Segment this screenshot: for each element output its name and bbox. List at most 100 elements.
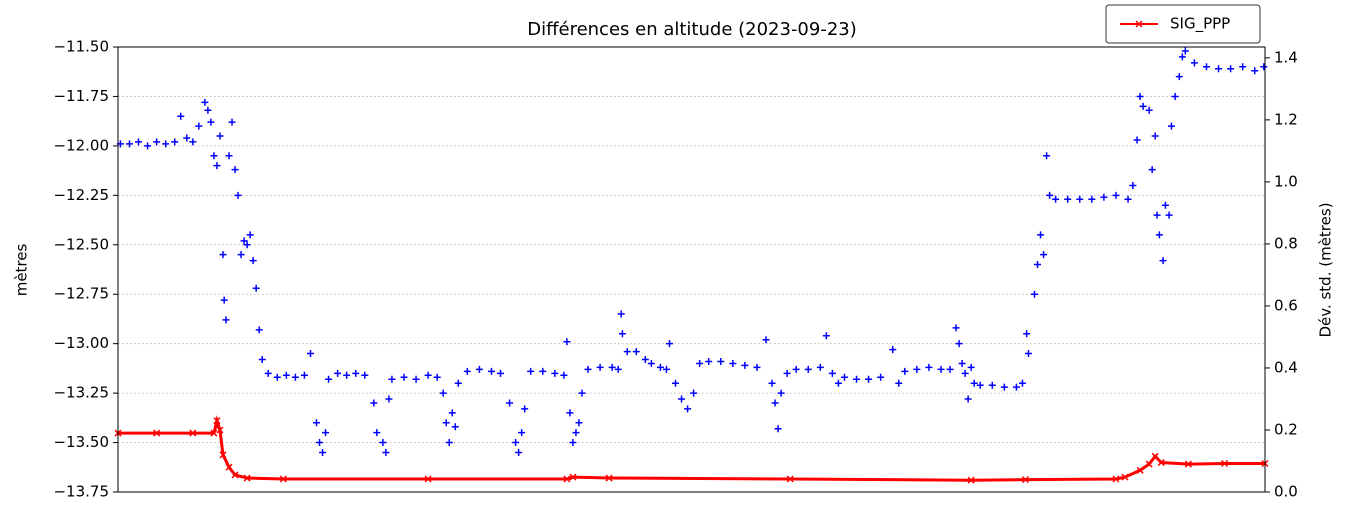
data-point [1088,195,1096,203]
data-point [243,241,251,249]
data-point [1133,136,1141,144]
data-point [258,355,266,363]
data-point [937,365,945,373]
y-tick-label: −11.75 [53,87,109,105]
data-point [385,395,393,403]
series-line [118,415,1265,482]
data-point [1167,122,1175,130]
data-point [201,98,209,106]
data-point [641,355,649,363]
y-tick-label: −11.50 [53,38,109,56]
data-point [717,357,725,365]
data-point [1121,473,1129,481]
data-point [204,106,212,114]
data-point [207,118,215,126]
data-point [672,379,680,387]
data-point [252,284,260,292]
data-point [647,359,655,367]
data-point [373,429,381,437]
data-point [300,371,308,379]
data-point [1136,466,1144,474]
data-point [195,122,203,130]
data-point [560,371,568,379]
data-point [1034,261,1042,269]
data-point [1239,63,1247,71]
y2-tick-label: 0.2 [1274,420,1298,438]
data-point [753,363,761,371]
data-point [220,296,228,304]
data-point [1181,47,1189,55]
data-point [1136,92,1144,100]
data-point [246,231,254,239]
data-point [551,369,559,377]
data-point [448,409,456,417]
data-point [433,373,441,381]
data-point [618,330,626,338]
data-point [228,118,236,126]
data-point [463,367,471,375]
data-point [617,310,625,318]
y-axis-label: mètres [13,244,31,297]
data-point [162,140,170,148]
data-point [596,363,604,371]
data-point [901,367,909,375]
data-point [1076,195,1084,203]
data-point [1184,460,1192,468]
y-tick-label: −12.50 [53,235,109,253]
data-point [412,375,420,383]
data-point [521,405,529,413]
data-point [210,429,218,437]
data-point [153,138,161,146]
data-point [1165,211,1173,219]
plot-frame [117,46,1266,493]
data-point [361,371,369,379]
data-point [527,367,535,375]
data-point [1178,53,1186,61]
data-point [1064,195,1072,203]
y2-axis-label: Dév. std. (mètres) [1317,202,1335,337]
y2-tick-label: 0.4 [1274,358,1298,376]
data-point [382,448,390,456]
y-tick-label: −12.25 [53,186,109,204]
data-point [572,429,580,437]
data-point [225,463,233,471]
data-point [614,365,622,373]
data-point [243,474,251,482]
data-point [952,324,960,332]
data-point [1148,166,1156,174]
data-point [774,425,782,433]
data-point [282,371,290,379]
data-point [840,373,848,381]
data-point [792,365,800,373]
data-point [1018,379,1026,387]
data-point [291,373,299,381]
data-point [506,399,514,407]
data-point [1021,476,1029,484]
data-point [970,379,978,387]
data-point [889,346,897,354]
data-point [684,405,692,413]
data-point [1155,231,1163,239]
data-point [729,359,737,367]
data-point [352,369,360,377]
y2-tick-label: 0.8 [1274,234,1298,252]
data-point [445,439,453,447]
data-point [662,365,670,373]
y-tick-label: −13.00 [53,334,109,352]
data-point [877,373,885,381]
y-tick-label: −12.75 [53,285,109,303]
data-point [539,367,547,375]
data-point [895,379,903,387]
data-point [439,389,447,397]
data-point [322,429,330,437]
data-point [424,475,432,483]
y2-tick-label: 1.4 [1274,48,1298,66]
data-point [379,439,387,447]
data-point [569,439,577,447]
data-point [786,475,794,483]
data-point [135,138,143,146]
data-point [578,389,586,397]
data-point [177,112,185,120]
data-point [967,476,975,484]
